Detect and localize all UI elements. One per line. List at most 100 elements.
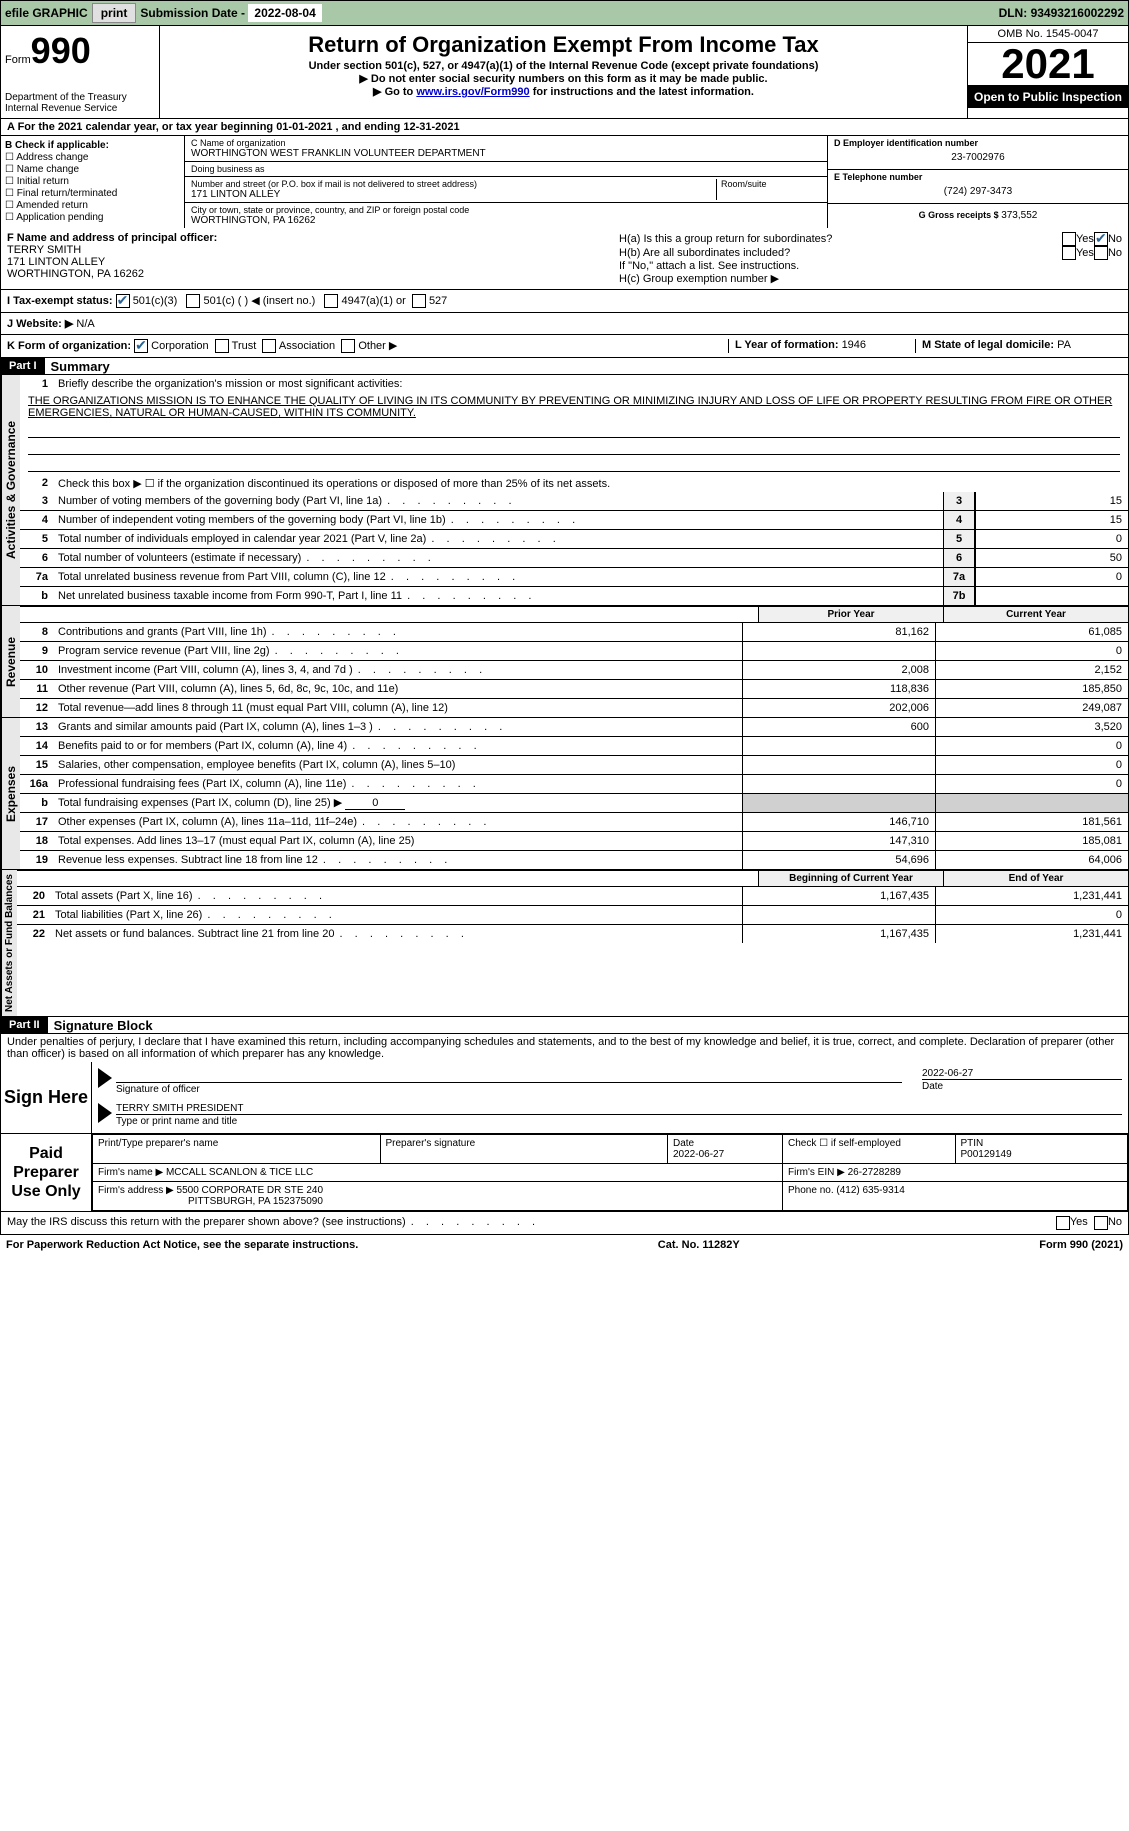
line22-end: 1,231,441 xyxy=(935,925,1128,943)
room-label: Room/suite xyxy=(721,179,821,189)
line20-text: Total assets (Part X, line 16) xyxy=(51,888,742,904)
chk-amended-return[interactable]: ☐ Amended return xyxy=(5,200,180,211)
tax-year: 2021 xyxy=(968,43,1128,86)
col-end-year: End of Year xyxy=(943,871,1128,886)
vlabel-expenses: Expenses xyxy=(1,718,20,869)
line6-text: Total number of volunteers (estimate if … xyxy=(54,550,943,566)
line18-curr: 185,081 xyxy=(935,832,1128,850)
firm-addr1: 5500 CORPORATE DR STE 240 xyxy=(177,1185,324,1196)
chk-501c3[interactable] xyxy=(116,294,130,308)
row-fh: F Name and address of principal officer:… xyxy=(0,228,1129,290)
h-b-note: If "No," attach a list. See instructions… xyxy=(619,260,1122,272)
line15-text: Salaries, other compensation, employee b… xyxy=(54,757,742,773)
h-a-yes[interactable] xyxy=(1062,232,1076,246)
line16a-curr: 0 xyxy=(935,775,1128,793)
line4-text: Number of independent voting members of … xyxy=(54,512,943,528)
line14-text: Benefits paid to or for members (Part IX… xyxy=(54,738,742,754)
form-org-label: K Form of organization: xyxy=(7,340,131,352)
firm-name-value: MCCALL SCANLON & TICE LLC xyxy=(166,1167,313,1178)
sec-expenses: Expenses 13 Grants and similar amounts p… xyxy=(0,718,1129,870)
org-name-label: C Name of organization xyxy=(191,138,821,148)
line14-prior xyxy=(742,737,935,755)
chk-corp[interactable] xyxy=(134,339,148,353)
submission-label: Submission Date - 2022-08-04 xyxy=(140,6,321,20)
line3-text: Number of voting members of the governin… xyxy=(54,493,943,509)
chk-trust[interactable] xyxy=(215,339,229,353)
line20-end: 1,231,441 xyxy=(935,887,1128,905)
irs-link[interactable]: www.irs.gov/Form990 xyxy=(416,86,529,98)
chk-501c[interactable] xyxy=(186,294,200,308)
addr-label: Number and street (or P.O. box if mail i… xyxy=(191,179,716,189)
line15-curr: 0 xyxy=(935,756,1128,774)
line8-text: Contributions and grants (Part VIII, lin… xyxy=(54,624,742,640)
chk-4947[interactable] xyxy=(324,294,338,308)
print-button[interactable]: print xyxy=(92,3,137,23)
line10-prior: 2,008 xyxy=(742,661,935,679)
sig-arrow-icon xyxy=(98,1068,112,1088)
prep-date-label: Date xyxy=(673,1138,777,1149)
open-public: Open to Public Inspection xyxy=(968,86,1128,108)
line7a-text: Total unrelated business revenue from Pa… xyxy=(54,569,943,585)
note-link-pre: ▶ Go to xyxy=(373,86,416,98)
line8-curr: 61,085 xyxy=(935,623,1128,641)
line17-text: Other expenses (Part IX, column (A), lin… xyxy=(54,814,742,830)
h-b-no[interactable] xyxy=(1094,246,1108,260)
h-a-no[interactable] xyxy=(1094,232,1108,246)
chk-527[interactable] xyxy=(412,294,426,308)
dln-value: 93493216002292 xyxy=(1031,6,1124,20)
line18-prior: 147,310 xyxy=(742,832,935,850)
line22-text: Net assets or fund balances. Subtract li… xyxy=(51,926,742,942)
chk-final-return[interactable]: ☐ Final return/terminated xyxy=(5,188,180,199)
line16b-text: Total fundraising expenses (Part IX, col… xyxy=(54,794,742,812)
col-current-year: Current Year xyxy=(943,607,1128,622)
ein-value: 23-7002976 xyxy=(834,148,1122,167)
part1-badge: Part I xyxy=(1,358,45,374)
line11-prior: 118,836 xyxy=(742,680,935,698)
discuss-no[interactable] xyxy=(1094,1216,1108,1230)
row-klm: K Form of organization: Corporation Trus… xyxy=(0,335,1129,358)
sig-officer-label: Signature of officer xyxy=(116,1082,902,1095)
dln: DLN: 93493216002292 xyxy=(999,6,1124,20)
line6-val: 50 xyxy=(975,549,1128,567)
line12-curr: 249,087 xyxy=(935,699,1128,717)
sec-netassets: Net Assets or Fund Balances Beginning of… xyxy=(0,870,1129,1017)
sec-activities: Activities & Governance 1 Briefly descri… xyxy=(0,375,1129,606)
line15-prior xyxy=(742,756,935,774)
line13-prior: 600 xyxy=(742,718,935,736)
submission-date: 2022-08-04 xyxy=(248,4,321,22)
line9-text: Program service revenue (Part VIII, line… xyxy=(54,643,742,659)
line22-begin: 1,167,435 xyxy=(742,925,935,943)
org-city: WORTHINGTON, PA 16262 xyxy=(191,215,821,226)
chk-initial-return[interactable]: ☐ Initial return xyxy=(5,176,180,187)
discuss-yes[interactable] xyxy=(1056,1216,1070,1230)
col-b-checkboxes: B Check if applicable: ☐ Address change … xyxy=(1,136,185,228)
firm-ein-label: Firm's EIN ▶ xyxy=(788,1167,848,1178)
chk-other[interactable] xyxy=(341,339,355,353)
org-name: WORTHINGTON WEST FRANKLIN VOLUNTEER DEPA… xyxy=(191,148,821,159)
website-label: J Website: ▶ xyxy=(7,318,76,330)
h-a-label: H(a) Is this a group return for subordin… xyxy=(619,233,1062,245)
officer-addr2: WORTHINGTON, PA 16262 xyxy=(7,268,607,280)
chk-name-change[interactable]: ☐ Name change xyxy=(5,164,180,175)
preparer-table: Print/Type preparer's name Preparer's si… xyxy=(92,1134,1128,1211)
prep-ptin-value: P00129149 xyxy=(961,1149,1123,1160)
officer-label: F Name and address of principal officer: xyxy=(7,232,607,244)
sig-date-value: 2022-06-27 xyxy=(922,1068,1122,1079)
line17-curr: 181,561 xyxy=(935,813,1128,831)
h-b-yes[interactable] xyxy=(1062,246,1076,260)
line4-val: 15 xyxy=(975,511,1128,529)
firm-addr2: PITTSBURGH, PA 152375090 xyxy=(188,1196,323,1207)
efile-label: efile GRAPHIC xyxy=(5,6,88,20)
chk-app-pending[interactable]: ☐ Application pending xyxy=(5,212,180,223)
form-subtitle: Under section 501(c), 527, or 4947(a)(1)… xyxy=(168,60,959,72)
line16a-prior xyxy=(742,775,935,793)
line21-begin xyxy=(742,906,935,924)
form-box: Form990 Department of the Treasury Inter… xyxy=(1,26,160,118)
chk-address-change[interactable]: ☐ Address change xyxy=(5,152,180,163)
officer-name: TERRY SMITH xyxy=(7,244,607,256)
line21-text: Total liabilities (Part X, line 26) xyxy=(51,907,742,923)
gross-label: G Gross receipts $ xyxy=(919,210,1002,220)
sign-here-label: Sign Here xyxy=(1,1062,92,1133)
part2-header-row: Part II Signature Block xyxy=(0,1017,1129,1034)
chk-assoc[interactable] xyxy=(262,339,276,353)
